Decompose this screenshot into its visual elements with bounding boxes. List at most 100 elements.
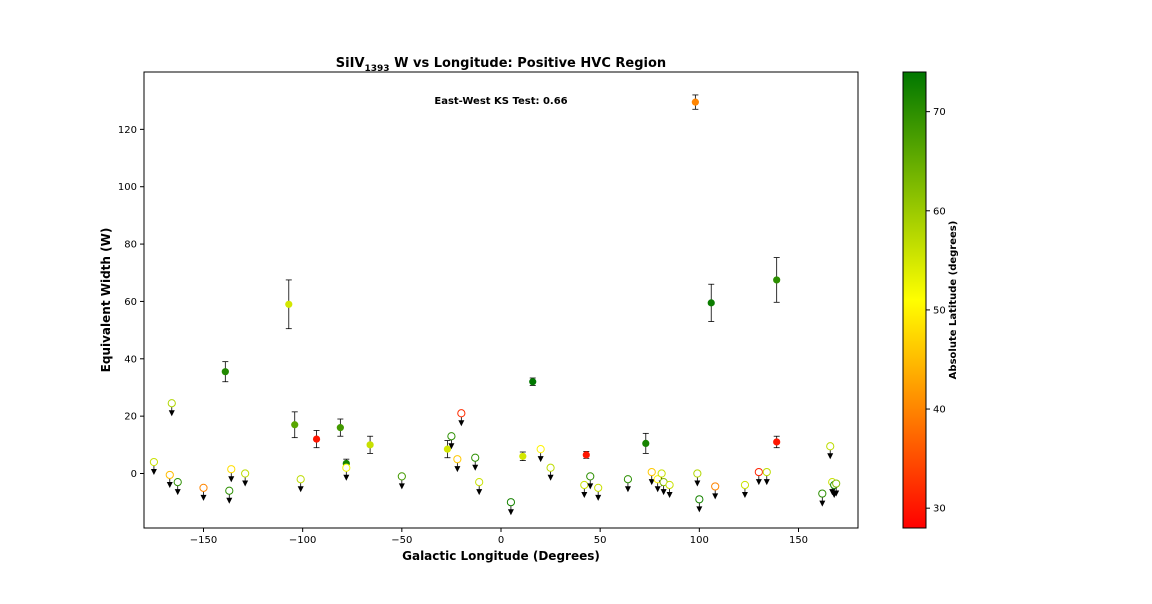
- upper-limit-point: [754, 467, 763, 486]
- detection-marker: [773, 276, 781, 284]
- detection-marker: [529, 378, 537, 386]
- detection-point: [582, 451, 590, 459]
- colorbar: [902, 71, 927, 529]
- upper-limit-marker: [754, 467, 763, 477]
- detection-marker: [691, 98, 699, 106]
- upper-limit-marker: [241, 469, 250, 478]
- limit-arrow: [741, 491, 748, 498]
- upper-limit-point: [693, 469, 702, 487]
- limit-arrow: [694, 480, 701, 487]
- y-tick-label: 100: [118, 182, 137, 193]
- limit-arrow: [712, 493, 719, 500]
- detection-marker: [366, 441, 374, 449]
- upper-limit-marker: [453, 455, 462, 464]
- upper-limit-marker: [657, 469, 666, 478]
- upper-limit-point: [173, 478, 182, 496]
- upper-limit-marker: [580, 480, 589, 490]
- upper-limit-marker: [665, 480, 674, 490]
- x-tick-label: −150: [190, 535, 217, 546]
- limit-arrow: [755, 479, 762, 486]
- y-tick-label: 120: [118, 125, 137, 136]
- upper-limit-marker: [832, 479, 841, 488]
- upper-limit-marker: [173, 478, 182, 487]
- upper-limit-marker: [623, 475, 633, 484]
- upper-limit-marker: [711, 482, 720, 491]
- upper-limit-point: [296, 475, 305, 493]
- x-tick-label: 50: [594, 535, 607, 546]
- x-axis-label: Galactic Longitude (Degrees): [402, 549, 600, 563]
- limit-arrow: [228, 476, 235, 483]
- upper-limit-point: [762, 467, 771, 486]
- upper-limit-marker: [693, 469, 702, 478]
- colorbar-tick-label: 30: [933, 504, 946, 515]
- detection-marker: [773, 438, 781, 446]
- detection-point: [707, 283, 715, 322]
- upper-limit-point: [397, 472, 406, 490]
- upper-limit-marker: [536, 445, 545, 454]
- limit-arrow: [827, 453, 834, 460]
- limit-arrow: [448, 443, 455, 450]
- detection-marker: [707, 299, 715, 307]
- limit-arrow: [226, 497, 233, 504]
- limit-arrow: [660, 489, 667, 496]
- detection-point: [519, 451, 527, 462]
- detection-point: [773, 257, 781, 303]
- upper-limit-point: [149, 457, 159, 476]
- upper-limit-point: [536, 445, 545, 463]
- upper-limit-point: [594, 483, 603, 501]
- upper-limit-marker: [296, 475, 305, 484]
- upper-limit-marker: [149, 457, 159, 467]
- y-tick-label: 40: [124, 354, 137, 365]
- y-tick-label: 20: [124, 412, 137, 423]
- limit-arrow: [297, 486, 304, 493]
- limit-arrow: [666, 491, 673, 498]
- detection-point: [285, 279, 293, 330]
- title-rest: W vs Longitude: Positive HVC Region: [390, 56, 667, 71]
- detection-point: [773, 435, 781, 449]
- colorbar-label: Absolute Latitude (degrees): [948, 221, 959, 380]
- limit-arrow: [833, 490, 840, 497]
- upper-limit-point: [740, 480, 750, 498]
- upper-limit-point: [695, 495, 704, 513]
- upper-limit-marker: [594, 483, 603, 492]
- y-tick-label: 0: [131, 469, 137, 480]
- limit-arrow: [454, 466, 461, 473]
- detection-point: [336, 418, 344, 437]
- upper-limit-point: [225, 486, 234, 504]
- limit-arrow: [595, 494, 602, 501]
- upper-limit-point: [506, 498, 516, 516]
- limit-arrow: [168, 410, 175, 417]
- colorbar-tick-label: 50: [933, 305, 946, 316]
- limit-arrow: [819, 500, 826, 507]
- limit-arrow: [150, 469, 157, 476]
- upper-limit-point: [586, 472, 595, 490]
- upper-limit-marker: [447, 432, 456, 441]
- limit-arrow: [648, 479, 655, 486]
- detection-marker: [312, 435, 321, 443]
- detection-point: [529, 377, 537, 386]
- colorbar-tick-label: 40: [933, 405, 946, 416]
- detection-marker: [291, 421, 299, 429]
- x-tick-label: 0: [498, 535, 504, 546]
- upper-limit-point: [227, 465, 236, 483]
- colorbar-tick-label: 60: [933, 206, 946, 217]
- detection-point: [443, 440, 452, 459]
- detection-point: [366, 435, 374, 454]
- upper-limit-marker: [342, 463, 351, 472]
- upper-limit-marker: [762, 467, 771, 477]
- limit-arrow: [696, 506, 703, 513]
- limit-arrow: [654, 486, 661, 493]
- y-tick-label: 60: [124, 297, 137, 308]
- colorbar-tick-label: 70: [933, 107, 946, 118]
- ks-test-annotation: East-West KS Test: 0.66: [434, 96, 567, 107]
- y-tick-label: 80: [124, 240, 137, 251]
- limit-arrow: [174, 489, 181, 496]
- limit-arrow: [472, 464, 479, 471]
- title-main: SiIV: [336, 56, 365, 71]
- upper-limit-point: [623, 475, 633, 493]
- upper-limit-marker: [471, 453, 480, 462]
- upper-limit-point: [241, 469, 250, 487]
- upper-limit-point: [832, 479, 841, 497]
- limit-arrow: [537, 456, 544, 463]
